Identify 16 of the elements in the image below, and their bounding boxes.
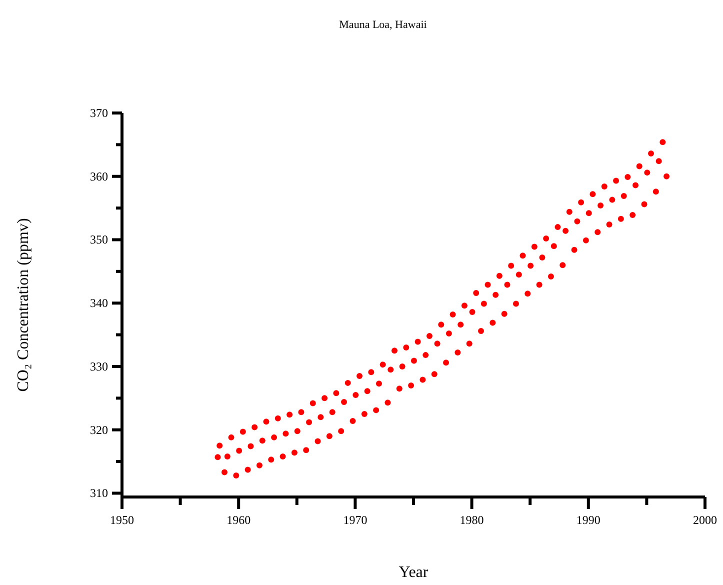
x-tick-label: 1970 <box>343 513 368 527</box>
y-tick-label: 330 <box>90 359 108 374</box>
y-tick-label: 310 <box>90 486 108 500</box>
y-tick-label: 340 <box>90 296 108 310</box>
x-tick-label: 1960 <box>226 513 251 527</box>
y-tick-label: 360 <box>90 169 108 184</box>
chart-title: Mauna Loa, Hawaii <box>339 19 427 31</box>
x-tick-label: 1950 <box>110 513 134 527</box>
x-tick-label: 1990 <box>576 513 600 527</box>
x-tick-label: 1980 <box>460 513 484 527</box>
y-axis-title: CO₂ Concentration (ppmv) <box>15 218 32 392</box>
y-tick-label: 320 <box>90 422 108 437</box>
x-tick-label: 2000 <box>693 513 717 527</box>
y-tick-label: 350 <box>90 232 108 247</box>
x-axis-title: Year <box>398 564 429 581</box>
y-tick-label: 370 <box>90 106 108 120</box>
